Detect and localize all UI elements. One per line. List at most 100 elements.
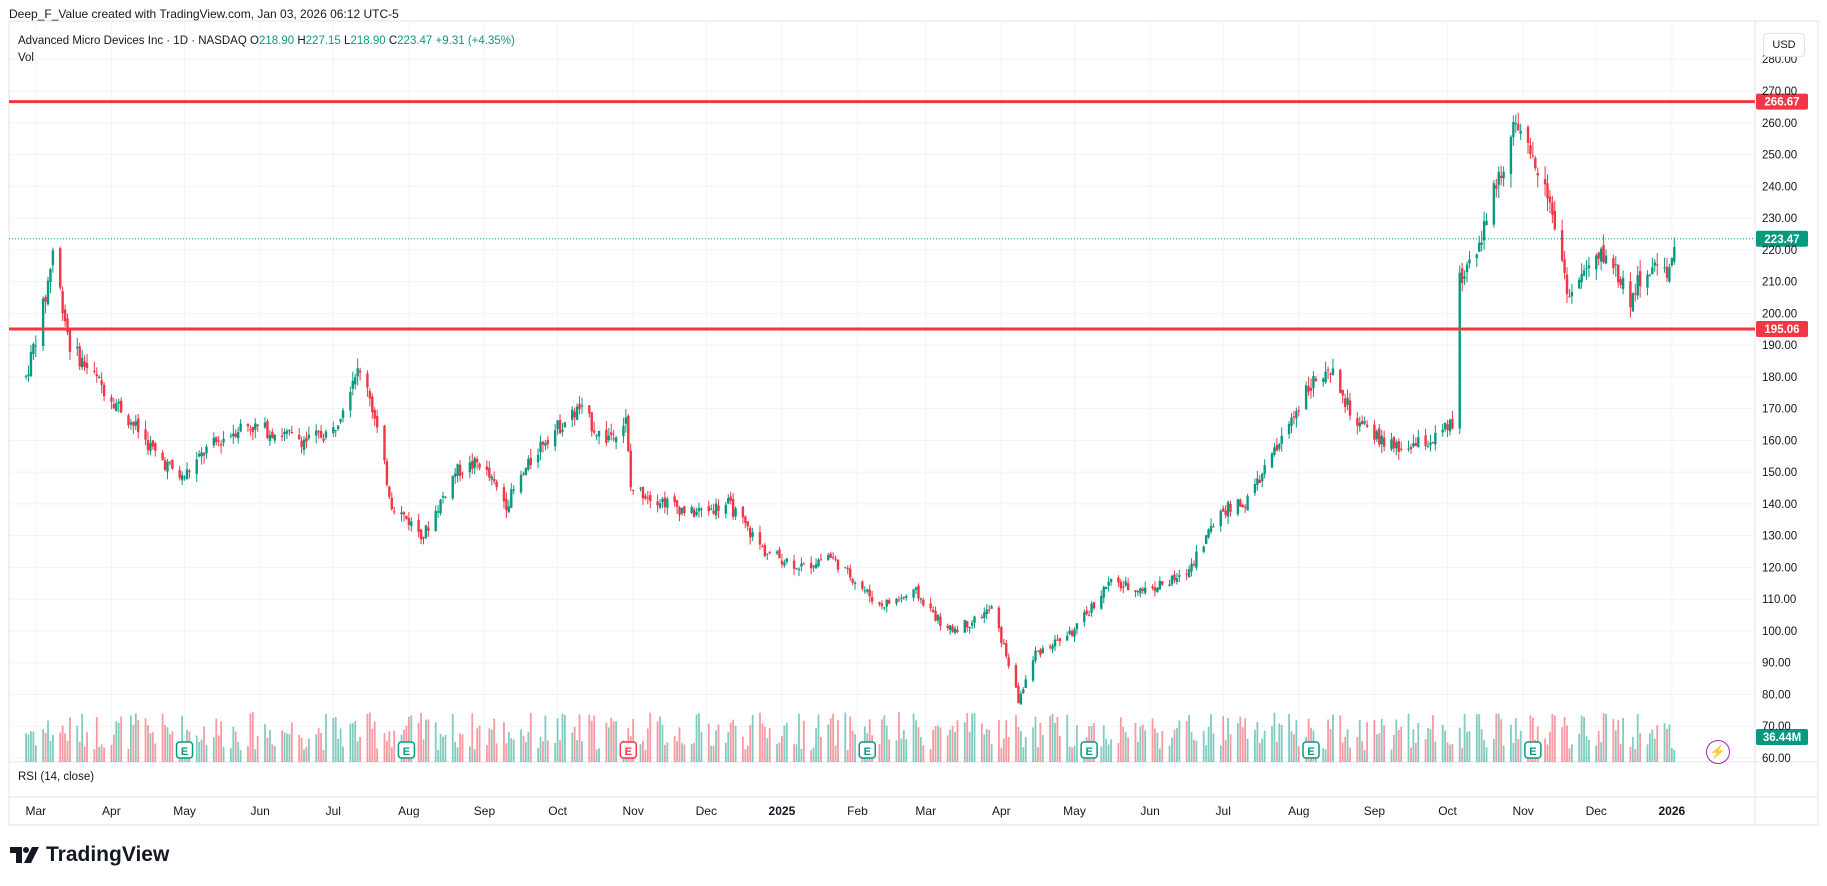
candle-body	[714, 503, 718, 516]
candle-body	[1056, 639, 1059, 641]
candle-body	[1526, 126, 1530, 144]
volume-bar	[425, 719, 427, 762]
rsi-label[interactable]: RSI (14, close)	[18, 771, 95, 783]
volume-bar	[783, 725, 786, 762]
candle-body	[1451, 418, 1454, 429]
candles	[24, 112, 1676, 705]
price-axis[interactable]: 60.00 70.00 80.00 90.00 100.00 110.00 120.00 13…	[1762, 54, 1797, 765]
volume-bar	[373, 721, 376, 762]
candle-body	[1241, 504, 1244, 508]
candle-body	[473, 458, 476, 468]
candle-body	[912, 589, 915, 598]
candle-body	[51, 250, 55, 266]
candle-body	[1665, 266, 1669, 278]
earnings-marker[interactable]	[1080, 741, 1098, 759]
volume-bar	[954, 732, 956, 762]
volume-bar	[1134, 723, 1137, 762]
candle-body	[866, 589, 869, 592]
volume-bar	[234, 731, 237, 762]
volume-bar	[710, 745, 713, 762]
earnings-marker-label: E	[1085, 746, 1092, 758]
earnings-marker[interactable]	[858, 741, 876, 759]
candle-body	[66, 318, 69, 333]
candle-body	[1529, 145, 1532, 155]
volume-bar	[581, 741, 583, 762]
volume-bar	[1246, 738, 1249, 762]
volume-bar	[203, 726, 205, 762]
volume-bar	[307, 738, 310, 762]
volume-bar	[573, 726, 576, 762]
volume-bar	[1612, 719, 1615, 762]
candle-body	[624, 417, 628, 424]
volume-bar	[1424, 739, 1427, 762]
candle-body	[137, 418, 140, 433]
candle-body	[846, 568, 849, 570]
volume-bar	[1341, 742, 1344, 762]
candle-body	[188, 470, 191, 473]
candle-body	[229, 435, 233, 437]
candle-body	[1202, 546, 1205, 552]
candle-body	[1375, 431, 1379, 440]
volume-bar	[169, 734, 171, 762]
candle-body	[1126, 583, 1130, 591]
candle-body	[1117, 577, 1120, 583]
candle-body	[1024, 679, 1027, 689]
volume-bar	[1614, 730, 1617, 762]
symbol-name[interactable]: Advanced Micro Devices Inc · 1D · NASDAQ	[18, 35, 247, 47]
volume-bar	[273, 746, 276, 762]
horizontal-levels[interactable]: 266.67 195.06 223.47 36.44M	[9, 93, 1808, 745]
candle-body	[1270, 453, 1274, 468]
earnings-marker[interactable]	[619, 741, 638, 759]
volume-bar	[1290, 731, 1293, 762]
volume-bar	[200, 739, 203, 762]
earnings-marker[interactable]	[1524, 741, 1542, 759]
volume-bar	[103, 747, 105, 762]
candle-body	[183, 477, 186, 479]
volume-bar	[1263, 730, 1266, 762]
volume-bar	[1566, 725, 1568, 762]
volume-bar	[1117, 742, 1120, 762]
candle-body	[656, 501, 659, 506]
volume-bar	[817, 714, 820, 762]
volume-bar	[69, 717, 71, 762]
volume-bar	[985, 729, 988, 762]
volume-bar	[1383, 725, 1386, 762]
candle-body	[631, 489, 635, 491]
currency-button[interactable]: USD	[1763, 33, 1805, 57]
earnings-marker[interactable]	[397, 741, 416, 759]
volume-label[interactable]: Vol	[18, 52, 34, 64]
earnings-marker[interactable]	[1302, 741, 1320, 759]
volume-bar	[912, 713, 915, 762]
earnings-marker-label: E	[1307, 746, 1314, 758]
volume-bar	[820, 736, 822, 762]
candle-body	[592, 430, 596, 433]
candle-body	[307, 434, 311, 439]
volume-bar	[1617, 720, 1620, 762]
tradingview-logo[interactable]: TradingView	[10, 843, 169, 867]
candle-body	[290, 432, 294, 434]
price-tick-label: 250.00	[1762, 150, 1797, 162]
candle-body	[1563, 259, 1566, 273]
volume-bar	[76, 725, 79, 762]
volume-bar	[998, 719, 1000, 762]
candle-body	[273, 434, 276, 441]
candle-body	[1022, 689, 1025, 694]
candle-body	[1673, 247, 1676, 262]
volume-bar	[42, 729, 45, 762]
candle-body	[232, 433, 235, 437]
volume-bar	[247, 746, 249, 762]
candle-body	[1092, 602, 1096, 609]
volume-bar	[286, 733, 288, 762]
candle-body	[1480, 242, 1483, 245]
candle-body	[1075, 623, 1079, 630]
candle-body	[1000, 627, 1003, 643]
volume-bar	[478, 725, 481, 762]
candle-body	[553, 430, 557, 447]
earnings-marker[interactable]	[175, 741, 194, 759]
volume-bar	[1605, 713, 1607, 762]
time-axis[interactable]: Mar Apr May Jun Jul Aug Sep Oct Nov Dec 2025 Feb Mar…	[25, 804, 1685, 818]
lightning-icon[interactable]: ⚡	[1706, 740, 1730, 764]
time-tick-label: Jun	[1140, 804, 1159, 818]
